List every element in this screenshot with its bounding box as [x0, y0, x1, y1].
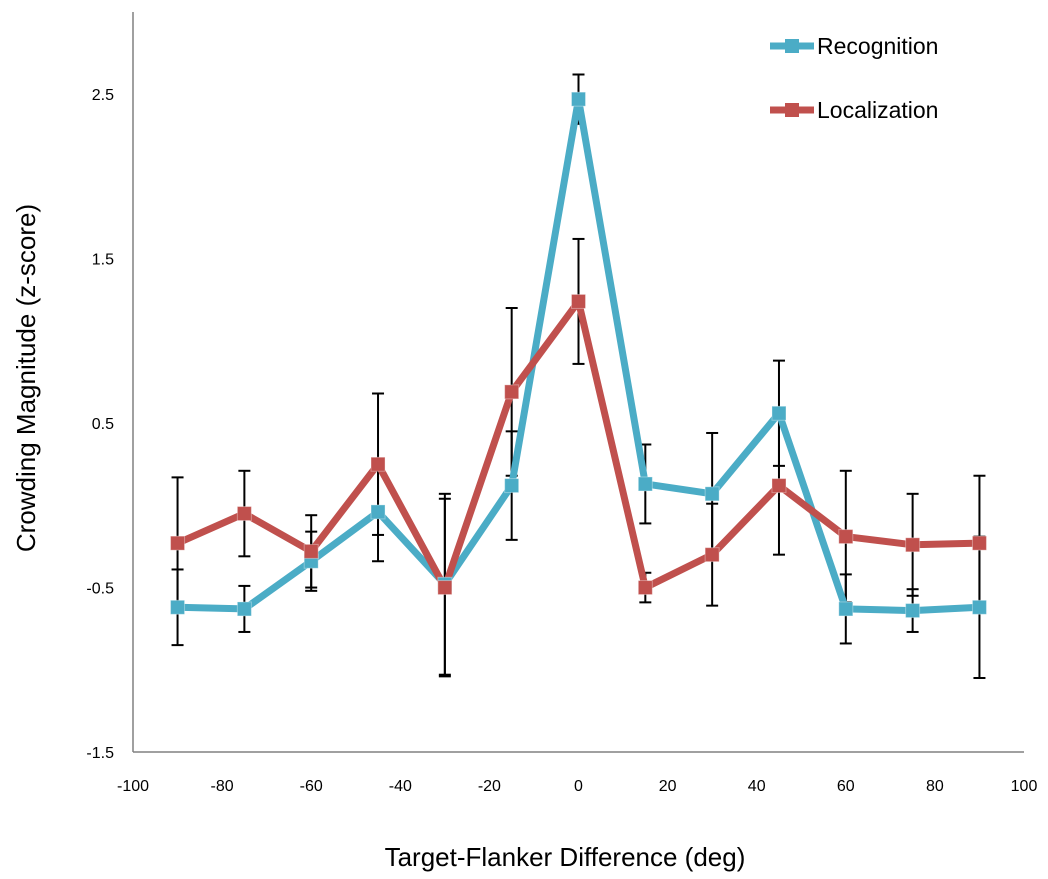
- legend-item-recognition: Recognition: [770, 33, 938, 59]
- recognition-data-point: [771, 405, 787, 421]
- axes: [132, 12, 1024, 753]
- legend: Recognition Localization: [770, 33, 938, 123]
- x-tick-label: 40: [748, 778, 766, 795]
- legend-label-recognition: Recognition: [817, 33, 938, 59]
- x-tick-label: 80: [926, 778, 944, 795]
- recognition-data-point: [370, 504, 386, 520]
- x-tick-label: -100: [117, 778, 149, 795]
- y-tick-label: 1.5: [92, 252, 114, 269]
- tick-labels: -100 -80 -60 -40 -20 0 20 40 60 80 100 -1.5 -0.5 0.5 1…: [86, 87, 1037, 795]
- localization-data-point: [236, 506, 252, 522]
- x-tick-label: 0: [574, 778, 583, 795]
- localization-data-point: [504, 384, 520, 400]
- localization-data-point: [704, 547, 720, 563]
- series-markers: [170, 91, 987, 619]
- legend-label-localization: Localization: [817, 97, 938, 123]
- legend-item-localization: Localization: [770, 97, 938, 123]
- x-tick-label: 20: [659, 778, 677, 795]
- recognition-data-point: [838, 601, 854, 617]
- recognition-data-point: [704, 486, 720, 502]
- localization-data-point: [170, 535, 186, 551]
- localization-data-point: [370, 456, 386, 472]
- localization-data-point: [971, 535, 987, 551]
- x-axis-title: Target-Flanker Difference (deg): [385, 842, 746, 872]
- y-tick-label: 2.5: [92, 87, 114, 104]
- x-tick-label: -60: [300, 778, 323, 795]
- localization-data-point: [838, 529, 854, 545]
- x-tick-label: 60: [837, 778, 855, 795]
- legend-swatch-marker: [785, 103, 799, 117]
- localization-data-point: [771, 478, 787, 494]
- x-tick-label: -40: [389, 778, 412, 795]
- y-tick-label: 0.5: [92, 416, 114, 433]
- localization-data-point: [905, 537, 921, 553]
- legend-swatch-marker: [785, 39, 799, 53]
- recognition-data-point: [637, 476, 653, 492]
- recognition-data-point: [971, 599, 987, 615]
- localization-data-point: [571, 293, 586, 309]
- recognition-data-point: [170, 599, 186, 615]
- recognition-data-point: [236, 601, 252, 617]
- y-axis-title: Crowding Magnitude (z-score): [11, 204, 41, 552]
- x-tick-label: 100: [1011, 778, 1038, 795]
- localization-data-point: [303, 543, 319, 559]
- localization-data-point: [437, 580, 453, 596]
- error-bars: [171, 73, 986, 679]
- recognition-data-point: [504, 478, 520, 494]
- x-tick-label: -20: [478, 778, 501, 795]
- recognition-data-point: [571, 91, 586, 107]
- localization-data-point: [637, 580, 653, 596]
- x-tick-label: -80: [211, 778, 234, 795]
- recognition-data-point: [905, 603, 921, 619]
- y-tick-label: -1.5: [86, 745, 114, 762]
- y-tick-label: -0.5: [86, 581, 114, 598]
